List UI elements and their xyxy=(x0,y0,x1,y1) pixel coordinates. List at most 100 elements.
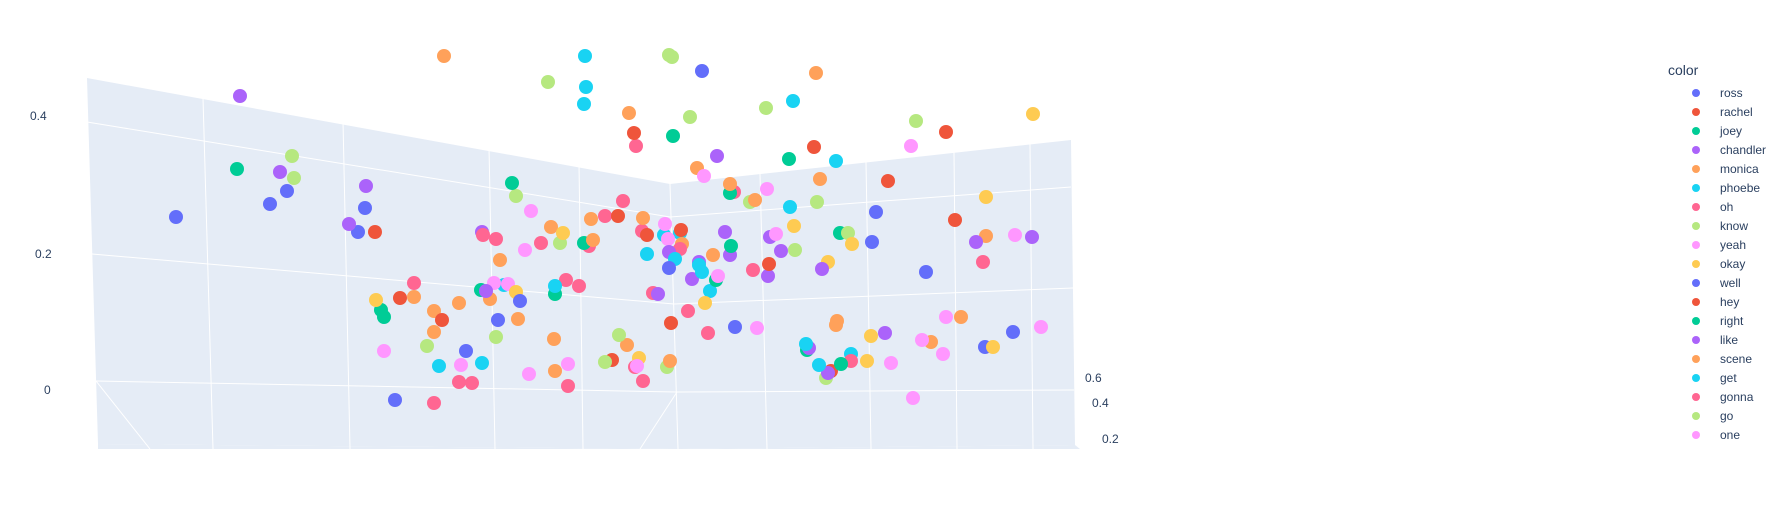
data-point[interactable] xyxy=(860,354,874,368)
data-point[interactable] xyxy=(695,265,709,279)
data-point[interactable] xyxy=(273,165,287,179)
data-point[interactable] xyxy=(586,233,600,247)
data-point[interactable] xyxy=(427,325,441,339)
data-point[interactable] xyxy=(674,223,688,237)
legend-item-like[interactable]: like xyxy=(1668,330,1766,349)
data-point[interactable] xyxy=(556,226,570,240)
data-point[interactable] xyxy=(377,344,391,358)
data-point[interactable] xyxy=(1008,228,1022,242)
data-point[interactable] xyxy=(954,310,968,324)
legend-item-rachel[interactable]: rachel xyxy=(1668,102,1766,121)
data-point[interactable] xyxy=(524,204,538,218)
data-point[interactable] xyxy=(986,340,1000,354)
data-point[interactable] xyxy=(869,205,883,219)
data-point[interactable] xyxy=(810,195,824,209)
data-point[interactable] xyxy=(786,94,800,108)
legend-item-phoebe[interactable]: phoebe xyxy=(1668,178,1766,197)
data-point[interactable] xyxy=(724,239,738,253)
data-point[interactable] xyxy=(407,290,421,304)
data-point[interactable] xyxy=(622,106,636,120)
data-point[interactable] xyxy=(878,326,892,340)
data-point[interactable] xyxy=(915,333,929,347)
data-point[interactable] xyxy=(750,321,764,335)
legend-item-well[interactable]: well xyxy=(1668,273,1766,292)
data-point[interactable] xyxy=(658,217,672,231)
data-point[interactable] xyxy=(919,265,933,279)
data-point[interactable] xyxy=(695,64,709,78)
data-point[interactable] xyxy=(577,97,591,111)
data-point[interactable] xyxy=(358,201,372,215)
data-point[interactable] xyxy=(489,232,503,246)
legend-item-ross[interactable]: ross xyxy=(1668,83,1766,102)
data-point[interactable] xyxy=(636,211,650,225)
data-point[interactable] xyxy=(368,225,382,239)
data-point[interactable] xyxy=(760,182,774,196)
data-point[interactable] xyxy=(479,284,493,298)
data-point[interactable] xyxy=(1025,230,1039,244)
data-point[interactable] xyxy=(493,253,507,267)
legend-item-get[interactable]: get xyxy=(1668,368,1766,387)
data-point[interactable] xyxy=(783,200,797,214)
data-point[interactable] xyxy=(407,276,421,290)
data-point[interactable] xyxy=(584,212,598,226)
data-point[interactable] xyxy=(809,66,823,80)
legend-item-joey[interactable]: joey xyxy=(1668,121,1766,140)
data-point[interactable] xyxy=(437,49,451,63)
data-point[interactable] xyxy=(841,226,855,240)
data-point[interactable] xyxy=(548,279,562,293)
data-point[interactable] xyxy=(710,149,724,163)
data-point[interactable] xyxy=(579,80,593,94)
data-point[interactable] xyxy=(561,379,575,393)
data-point[interactable] xyxy=(884,356,898,370)
data-point[interactable] xyxy=(612,328,626,342)
data-point[interactable] xyxy=(774,244,788,258)
data-point[interactable] xyxy=(230,162,244,176)
data-point[interactable] xyxy=(813,172,827,186)
data-point[interactable] xyxy=(616,194,630,208)
data-point[interactable] xyxy=(432,359,446,373)
data-point[interactable] xyxy=(769,227,783,241)
data-point[interactable] xyxy=(578,49,592,63)
data-point[interactable] xyxy=(748,193,762,207)
data-point[interactable] xyxy=(393,291,407,305)
legend-item-monica[interactable]: monica xyxy=(1668,159,1766,178)
data-point[interactable] xyxy=(821,366,835,380)
data-point[interactable] xyxy=(685,272,699,286)
data-point[interactable] xyxy=(452,296,466,310)
legend-item-scene[interactable]: scene xyxy=(1668,349,1766,368)
data-point[interactable] xyxy=(636,374,650,388)
data-point[interactable] xyxy=(663,354,677,368)
data-point[interactable] xyxy=(629,139,643,153)
data-point[interactable] xyxy=(718,225,732,239)
data-point[interactable] xyxy=(169,210,183,224)
data-point[interactable] xyxy=(598,355,612,369)
data-point[interactable] xyxy=(547,332,561,346)
data-point[interactable] xyxy=(799,337,813,351)
data-point[interactable] xyxy=(812,358,826,372)
data-point[interactable] xyxy=(1034,320,1048,334)
data-point[interactable] xyxy=(651,287,665,301)
data-point[interactable] xyxy=(287,171,301,185)
data-point[interactable] xyxy=(427,304,441,318)
data-point[interactable] xyxy=(681,304,695,318)
data-point[interactable] xyxy=(711,269,725,283)
legend-item-yeah[interactable]: yeah xyxy=(1668,235,1766,254)
legend-item-okay[interactable]: okay xyxy=(1668,254,1766,273)
data-point[interactable] xyxy=(697,169,711,183)
data-point[interactable] xyxy=(746,263,760,277)
legend-item-know[interactable]: know xyxy=(1668,216,1766,235)
data-point[interactable] xyxy=(728,320,742,334)
data-point[interactable] xyxy=(452,375,466,389)
data-point[interactable] xyxy=(666,129,680,143)
data-point[interactable] xyxy=(534,236,548,250)
data-point[interactable] xyxy=(640,247,654,261)
data-point[interactable] xyxy=(427,396,441,410)
data-point[interactable] xyxy=(627,126,641,140)
data-point[interactable] xyxy=(544,220,558,234)
data-point[interactable] xyxy=(351,225,365,239)
data-point[interactable] xyxy=(598,209,612,223)
data-point[interactable] xyxy=(845,237,859,251)
data-point[interactable] xyxy=(541,75,555,89)
data-point[interactable] xyxy=(683,110,697,124)
data-point[interactable] xyxy=(454,358,468,372)
